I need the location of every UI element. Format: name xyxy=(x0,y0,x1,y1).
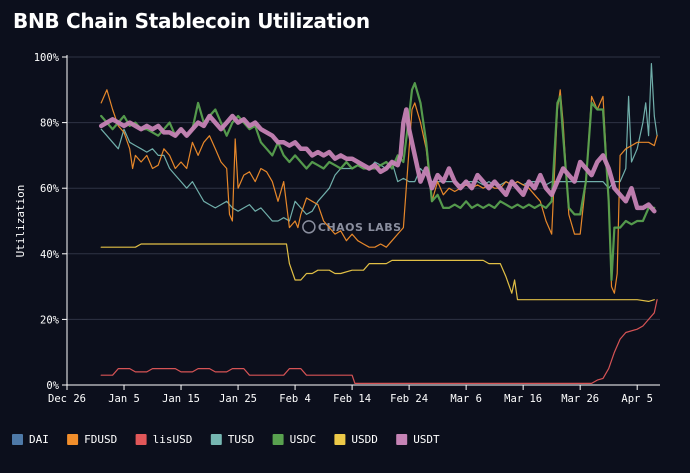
x-tick-label: Jan 5 xyxy=(108,393,140,405)
series-line-fdusd xyxy=(100,89,658,294)
x-tick-label: Feb 4 xyxy=(279,393,311,405)
legend-swatch-usdd xyxy=(334,434,346,445)
y-tick-label: 100% xyxy=(34,52,60,64)
legend-label-usdd: USDD xyxy=(351,433,378,446)
x-tick-label: Jan 25 xyxy=(219,393,257,405)
series-line-tusd xyxy=(100,63,658,222)
y-tick-label: 40% xyxy=(40,249,60,261)
legend-label-dai: DAI xyxy=(29,433,49,446)
chart-title: BNB Chain Stablecoin Utilization xyxy=(13,9,370,33)
legend-label-usdc: USDC xyxy=(290,433,317,446)
legend-label-fdusd: FDUSD xyxy=(84,433,117,446)
series-line-usdc xyxy=(100,82,656,282)
series-line-lisusd xyxy=(100,299,658,384)
y-tick-label: 80% xyxy=(40,118,60,130)
x-tick-label: Feb 24 xyxy=(390,393,428,405)
x-tick-label: Dec 26 xyxy=(48,393,86,405)
y-tick-label: 0% xyxy=(46,380,59,392)
y-tick-label: 20% xyxy=(40,314,60,326)
legend-label-usdt: USDT xyxy=(413,433,440,446)
series-line-usdt xyxy=(98,107,657,214)
series-line-usdd xyxy=(100,243,655,302)
y-tick-label: 60% xyxy=(40,183,60,195)
legend-swatch-dai xyxy=(12,434,23,445)
x-tick-label: Mar 26 xyxy=(561,393,599,405)
legend-swatch-tusd xyxy=(210,434,222,445)
legend-label-lisusd: lisUSD xyxy=(153,433,193,446)
x-tick-label: Mar 16 xyxy=(504,393,542,405)
legend-swatch-usdt xyxy=(396,434,408,445)
x-tick-label: Feb 14 xyxy=(333,393,371,405)
watermark-text: CHAOS LABS xyxy=(318,221,402,234)
legend-label-tusd: TUSD xyxy=(228,433,255,446)
x-tick-label: Apr 5 xyxy=(621,393,653,405)
legend-swatch-usdc xyxy=(272,434,284,445)
legend-swatch-lisusd xyxy=(135,434,147,445)
watermark-logo-icon xyxy=(302,220,316,234)
x-tick-label: Mar 6 xyxy=(450,393,482,405)
y-axis-label: Utilization xyxy=(14,185,27,258)
x-tick-label: Jan 15 xyxy=(162,393,200,405)
legend-swatch-fdusd xyxy=(67,434,79,445)
